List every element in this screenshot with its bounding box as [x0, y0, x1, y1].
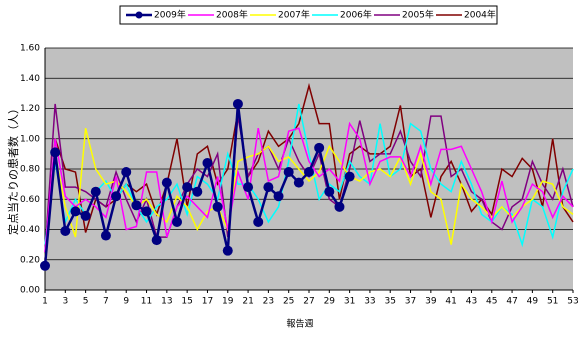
x-tick-label: 5	[83, 297, 89, 307]
series-line	[44, 82, 574, 260]
data-point	[324, 186, 335, 197]
x-tick-label: 11	[141, 297, 152, 307]
data-point	[161, 177, 172, 188]
data-point	[192, 186, 203, 197]
x-tick-label: 29	[324, 297, 336, 307]
x-tick-label: 21	[242, 297, 253, 307]
data-point	[141, 206, 152, 217]
x-tick-label: 53	[567, 297, 578, 307]
legend-box	[119, 5, 498, 25]
x-tick-label: 41	[445, 297, 456, 307]
legend-label: 2005年	[402, 9, 434, 21]
legend-label: 2009年	[154, 9, 186, 21]
data-point	[111, 191, 122, 202]
data-point	[243, 182, 254, 193]
data-point	[100, 230, 111, 241]
data-point	[60, 226, 71, 237]
x-tick-label: 43	[466, 297, 477, 307]
x-tick-label: 3	[62, 297, 68, 307]
data-point	[344, 171, 355, 182]
data-point	[293, 177, 304, 188]
x-axis-label: 報告週	[286, 318, 313, 330]
legend-label: 2004年	[464, 9, 496, 21]
legend-label: 2006年	[340, 9, 372, 21]
data-point	[70, 206, 81, 217]
legend-label: 2007年	[278, 9, 310, 21]
series-line	[44, 103, 574, 248]
y-tick-label: 0.00	[20, 286, 40, 296]
y-tick-label: 0.60	[20, 195, 40, 205]
data-point	[151, 235, 162, 246]
y-tick-label: 1.20	[20, 104, 40, 114]
x-tick-label: 51	[547, 297, 558, 307]
x-tick-label: 19	[222, 297, 234, 307]
data-point	[283, 167, 294, 178]
x-tick-label: 25	[283, 297, 294, 307]
y-axis-label: 定点当たりの患者数（人）	[6, 103, 20, 235]
x-tick-label: 1	[42, 297, 48, 307]
y-tick-label: 1.40	[20, 74, 40, 84]
x-tick-label: 15	[181, 297, 192, 307]
x-tick-label: 27	[303, 297, 314, 307]
y-tick-label: 1.60	[20, 44, 40, 54]
x-tick-label: 47	[506, 297, 517, 307]
legend-marker	[135, 11, 143, 19]
x-tick-label: 13	[161, 297, 172, 307]
data-point	[314, 142, 325, 153]
y-tick-label: 0.20	[20, 255, 40, 265]
data-point	[304, 167, 314, 178]
data-point	[172, 216, 182, 227]
data-point	[253, 216, 264, 227]
data-point	[212, 201, 223, 212]
data-point	[40, 260, 50, 271]
data-point	[80, 210, 91, 221]
data-point	[121, 167, 132, 178]
y-tick-label: 0.80	[20, 165, 40, 175]
data-point	[131, 200, 142, 211]
x-tick-label: 39	[425, 297, 437, 307]
x-tick-label: 17	[202, 297, 213, 307]
x-tick-label: 49	[527, 297, 539, 307]
data-point	[222, 245, 233, 256]
data-point	[202, 157, 213, 168]
data-point	[232, 98, 243, 109]
x-tick-label: 33	[364, 297, 375, 307]
y-tick-label: 0.40	[20, 225, 40, 235]
legend-label: 2008年	[216, 9, 248, 21]
x-tick-label: 45	[486, 297, 497, 307]
data-point	[334, 201, 345, 212]
x-tick-label: 23	[263, 297, 274, 307]
data-point	[263, 182, 274, 193]
x-tick-label: 7	[103, 297, 109, 307]
data-point	[273, 191, 284, 202]
x-tick-label: 31	[344, 297, 355, 307]
data-point	[90, 186, 101, 197]
x-tick-label: 37	[405, 297, 416, 307]
y-tick-label: 1.00	[20, 134, 40, 144]
x-tick-label: 35	[385, 297, 396, 307]
x-tick-label: 9	[123, 297, 129, 307]
series-line	[44, 121, 574, 253]
data-point	[182, 182, 193, 193]
data-point	[50, 147, 61, 158]
